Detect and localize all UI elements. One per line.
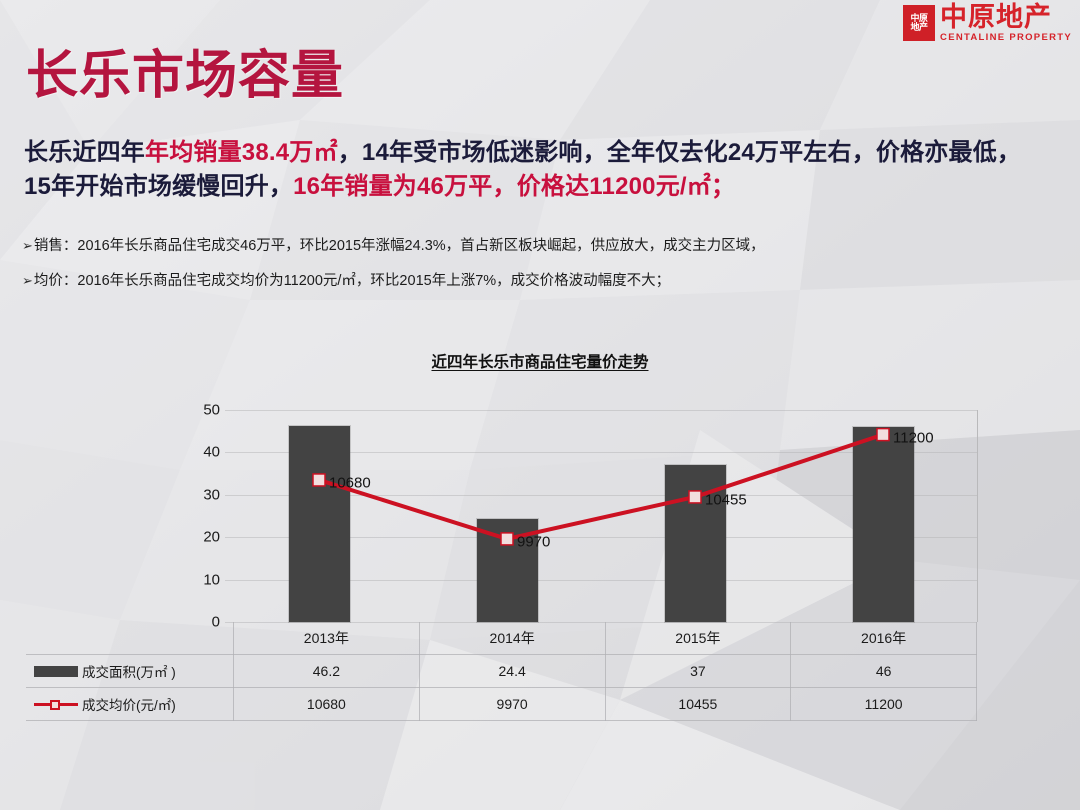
chart-gridline	[225, 410, 977, 411]
table-header-lead-cell	[26, 622, 234, 655]
arrow-bullet-icon: ➢	[22, 272, 33, 288]
subtitle-segment-2: ，14年受市场低迷影响，全年仅去化24万平左右，价格亦最低，15年开始市场缓慢回…	[24, 139, 1022, 201]
table-cell-area-2016: 46	[790, 654, 977, 688]
table-cell-area-2015: 37	[604, 654, 792, 688]
table-header-2013: 2013年	[233, 622, 420, 655]
chart-data-label-2016年: 11200	[893, 429, 934, 447]
page-title: 长乐市场容量	[26, 47, 345, 105]
y-tick-label-20: 20	[203, 528, 220, 546]
chart-data-label-2013年: 10680	[329, 474, 371, 492]
table-header-2016: 2016年	[790, 622, 977, 655]
logo-seal-icon: 中原 地产	[903, 5, 936, 42]
logo-chinese-name: 中原地产	[940, 2, 1053, 32]
chart-gridline	[225, 494, 977, 496]
chart-data-table: 2013年 2014年 2015年 2016年 成交面积(万㎡ ) 46.2 2…	[26, 622, 977, 721]
logo-seal-bottom: 地产	[910, 22, 929, 33]
table-cell-area-2013: 46.2	[233, 654, 420, 688]
bullet-list: ➢ 销售：2016年长乐商品住宅成交46万平，环比2015年涨幅24.3%，首占…	[22, 237, 1042, 306]
chart-line-marker-2016年	[876, 427, 890, 442]
chart-title: 近四年长乐市商品住宅量价走势	[431, 354, 649, 371]
bullet-item-price: ➢ 均价：2016年长乐商品住宅成交均价为11200元/㎡，环比2015年上涨7…	[22, 272, 1042, 292]
subtitle-highlight-2: 16年销量为46万平，价格达11200元/㎡；	[293, 173, 736, 201]
table-row: 成交面积(万㎡ ) 46.2 24.4 37 46	[26, 654, 977, 688]
chart-line-marker-2013年	[312, 473, 326, 487]
bullet-text-sales: 销售：2016年长乐商品住宅成交46万平，环比2015年涨幅24.3%，首占新区…	[33, 238, 765, 254]
subtitle-highlight-1: 年均销量38.4万㎡	[145, 139, 338, 166]
y-tick-label-40: 40	[203, 443, 220, 461]
arrow-bullet-icon: ➢	[22, 238, 33, 253]
table-cell-area-2014: 24.4	[418, 654, 606, 688]
chart-gridline	[225, 579, 977, 581]
table-cell-price-2015: 10455	[604, 687, 792, 721]
chart-data-label-2014年: 9970	[517, 533, 551, 551]
bullet-item-sales: ➢ 销售：2016年长乐商品住宅成交46万平，环比2015年涨幅24.3%，首占…	[22, 237, 1042, 257]
y-tick-label-30: 30	[203, 486, 220, 504]
chart-data-label-2015年: 10455	[705, 491, 747, 509]
table-header-2014: 2014年	[418, 622, 606, 655]
table-row: 成交均价(元/㎡) 10680 9970 10455 11200	[26, 687, 977, 721]
legend-row-area: 成交面积(万㎡ )	[26, 654, 234, 688]
y-tick-label-0: 0	[211, 613, 220, 631]
table-cell-price-2014: 9970	[418, 687, 606, 721]
chart-plot-area: 10680 9970 10455 11200	[225, 410, 978, 623]
bullet-text-price: 均价：2016年长乐商品住宅成交均价为11200元/㎡，环比2015年上涨7%，…	[33, 272, 671, 289]
chart-bar-2016年	[852, 426, 914, 622]
chart-price-line	[312, 427, 890, 546]
centaline-logo: 中原 地产 中原地产 CENTALINE PROPERTY	[903, 4, 1072, 43]
subtitle-paragraph: 长乐近四年年均销量38.4万㎡，14年受市场低迷影响，全年仅去化24万平左右，价…	[24, 136, 1024, 204]
legend-label-area: 成交面积(万㎡ )	[82, 665, 176, 680]
legend-label-price: 成交均价(元/㎡)	[82, 698, 176, 713]
table-header-2015: 2015年	[604, 622, 792, 655]
logo-english-name: CENTALINE PROPERTY	[940, 32, 1072, 43]
legend-row-price: 成交均价(元/㎡)	[26, 687, 234, 721]
legend-line-swatch-icon	[34, 699, 78, 710]
chart-gridline	[225, 452, 977, 454]
logo-seal-top: 中原	[910, 12, 929, 23]
chart-line-marker-2015年	[688, 490, 702, 504]
chart-y-axis-labels: 0 10 20 30 40 50	[178, 400, 220, 631]
legend-bar-swatch-icon	[34, 665, 78, 677]
chart-gridline	[225, 537, 977, 539]
table-cell-price-2013: 10680	[233, 687, 420, 721]
chart-line-marker-2014年	[500, 532, 514, 546]
table-cell-price-2016: 11200	[790, 687, 977, 721]
y-tick-label-50: 50	[203, 401, 220, 419]
subtitle-segment-1: 长乐近四年	[24, 139, 145, 166]
y-tick-label-10: 10	[203, 571, 220, 589]
table-header-row: 2013年 2014年 2015年 2016年	[26, 622, 977, 655]
chart-bar-2013年	[288, 426, 350, 622]
